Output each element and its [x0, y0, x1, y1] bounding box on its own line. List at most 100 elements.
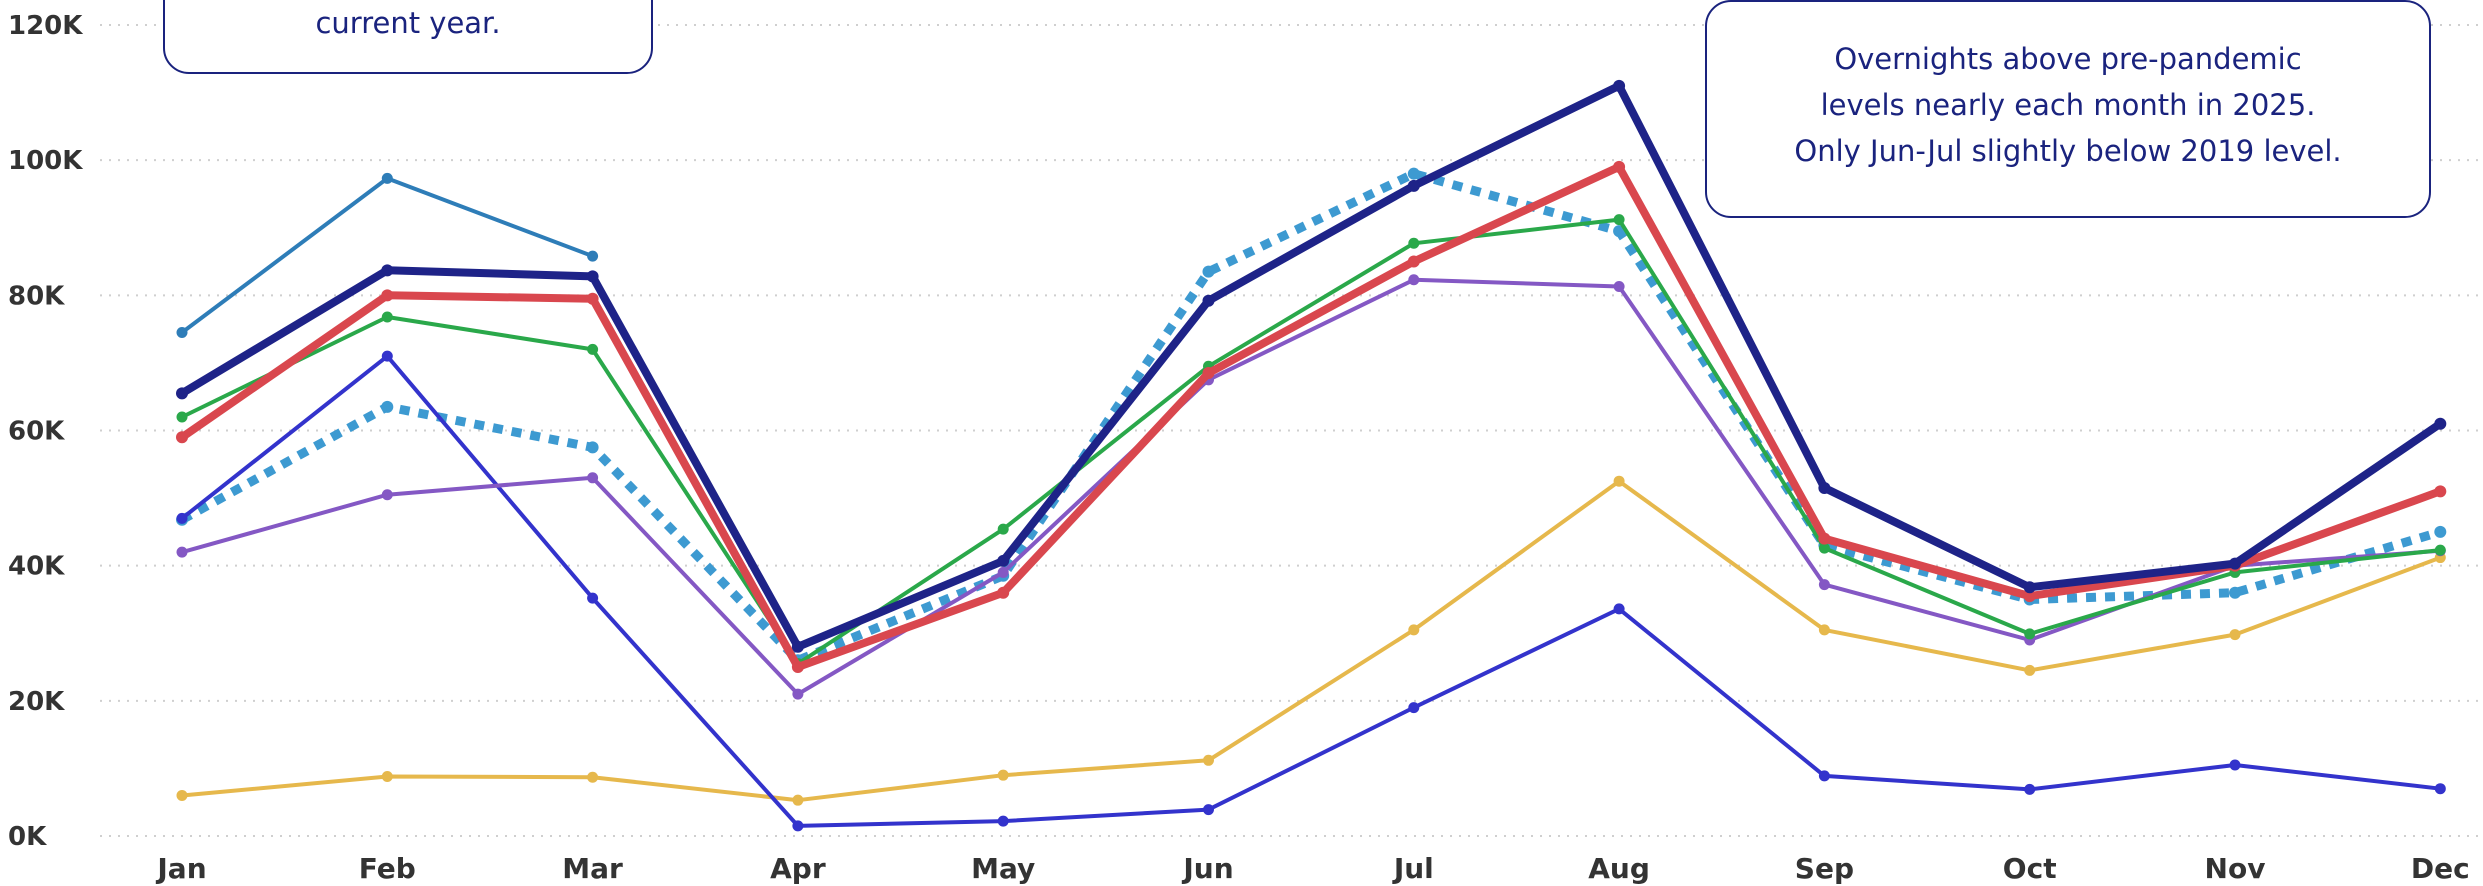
- data-point: [381, 311, 393, 323]
- x-tick-label: Dec: [2411, 852, 2470, 885]
- data-point: [587, 250, 599, 262]
- data-point: [791, 640, 804, 653]
- annotation-box-left: current year.: [163, 0, 653, 74]
- data-point: [381, 172, 393, 184]
- data-point: [1408, 624, 1420, 636]
- data-point: [1202, 294, 1215, 307]
- series-6: [176, 214, 2446, 670]
- data-point: [2434, 783, 2446, 795]
- data-point: [176, 512, 188, 524]
- annotation-left-line-1: current year.: [315, 6, 501, 40]
- data-point: [1818, 579, 1830, 591]
- data-point: [792, 688, 804, 700]
- series-line: [180, 217, 2443, 666]
- data-point: [997, 769, 1009, 781]
- annotation-right-line-1: Overnights above pre-pandemic: [1834, 42, 2302, 76]
- annotation-box-right: Overnights above pre-pandemic levels nea…: [1705, 0, 2431, 218]
- data-point: [2434, 485, 2447, 498]
- data-point: [2024, 628, 2036, 640]
- data-point: [1202, 265, 1215, 278]
- series-line: [180, 277, 2443, 697]
- data-point: [1407, 167, 1420, 180]
- data-point: [2229, 586, 2241, 599]
- data-point: [1613, 214, 1625, 226]
- data-point: [997, 586, 1010, 599]
- y-tick-label: 0K: [8, 822, 47, 852]
- x-tick-label: Aug: [1588, 852, 1650, 885]
- data-point: [1818, 542, 1830, 554]
- data-point: [2229, 557, 2241, 570]
- data-point: [1613, 79, 1626, 92]
- data-point: [381, 400, 394, 413]
- x-tick-label: Jul: [1392, 852, 1434, 885]
- data-point: [1613, 281, 1625, 293]
- data-point: [176, 387, 188, 400]
- data-point: [1407, 255, 1420, 268]
- data-point: [381, 264, 394, 277]
- x-tick-label: Nov: [2205, 852, 2266, 885]
- data-point: [997, 523, 1009, 535]
- series-8: [176, 79, 2447, 653]
- data-point: [1613, 160, 1626, 173]
- data-point: [1202, 367, 1215, 380]
- data-point: [586, 292, 599, 305]
- x-tick-label: Jan: [155, 852, 206, 885]
- y-tick-label: 100K: [8, 146, 83, 176]
- data-point: [2229, 629, 2241, 641]
- data-point: [997, 554, 1010, 567]
- y-tick-label: 60K: [8, 417, 65, 447]
- annotation-right-line-3: Only Jun-Jul slightly below 2019 level.: [1794, 134, 2342, 168]
- data-point: [997, 566, 1009, 578]
- series-line: [178, 162, 2445, 671]
- x-tick-label: Apr: [770, 852, 826, 885]
- data-point: [1818, 481, 1831, 494]
- x-tick-label: Mar: [562, 852, 623, 885]
- data-point: [176, 431, 188, 444]
- data-point: [381, 350, 393, 362]
- data-point: [381, 771, 393, 783]
- series-line: [180, 176, 595, 335]
- x-tick-label: May: [971, 852, 1035, 885]
- y-tick-label: 20K: [8, 687, 65, 717]
- data-point: [586, 270, 599, 283]
- x-axis-ticks: Jan Feb Mar Apr May Jun Jul Aug Sep Oct Nov Dec: [155, 852, 2469, 885]
- data-point: [792, 794, 804, 806]
- data-point: [791, 661, 804, 674]
- data-point: [1818, 770, 1830, 782]
- data-point: [176, 327, 188, 339]
- data-point: [2023, 581, 2036, 594]
- data-point: [1613, 603, 1625, 615]
- series-4: [176, 172, 599, 339]
- data-point: [2434, 544, 2446, 556]
- data-point: [2229, 759, 2241, 771]
- y-axis-ticks: 0K 20K 40K 60K 80K 100K 120K: [8, 11, 83, 852]
- data-point: [1408, 237, 1420, 249]
- y-tick-label: 80K: [8, 281, 65, 311]
- y-tick-label: 120K: [8, 11, 83, 41]
- data-point: [2023, 590, 2036, 603]
- data-point: [586, 441, 599, 454]
- data-point: [1408, 702, 1420, 714]
- x-tick-label: Oct: [2003, 852, 2057, 885]
- data-point: [997, 815, 1009, 827]
- data-point: [2434, 525, 2447, 538]
- data-point: [176, 789, 188, 801]
- series-lines: [176, 79, 2447, 832]
- data-point: [792, 820, 804, 832]
- series-line: [180, 354, 2443, 828]
- data-point: [1613, 475, 1625, 487]
- data-point: [381, 489, 393, 501]
- series-line: [179, 169, 2442, 665]
- data-point: [381, 289, 394, 302]
- data-point: [587, 472, 599, 484]
- data-point: [1818, 532, 1831, 545]
- series-line: [178, 81, 2445, 651]
- data-point: [587, 592, 599, 604]
- series-2: [176, 475, 2446, 806]
- series-3: [176, 350, 2446, 832]
- data-point: [2434, 417, 2447, 430]
- data-point: [2024, 664, 2036, 676]
- x-tick-label: Sep: [1795, 852, 1854, 885]
- data-point: [587, 343, 599, 355]
- x-tick-label: Jun: [1181, 852, 1233, 885]
